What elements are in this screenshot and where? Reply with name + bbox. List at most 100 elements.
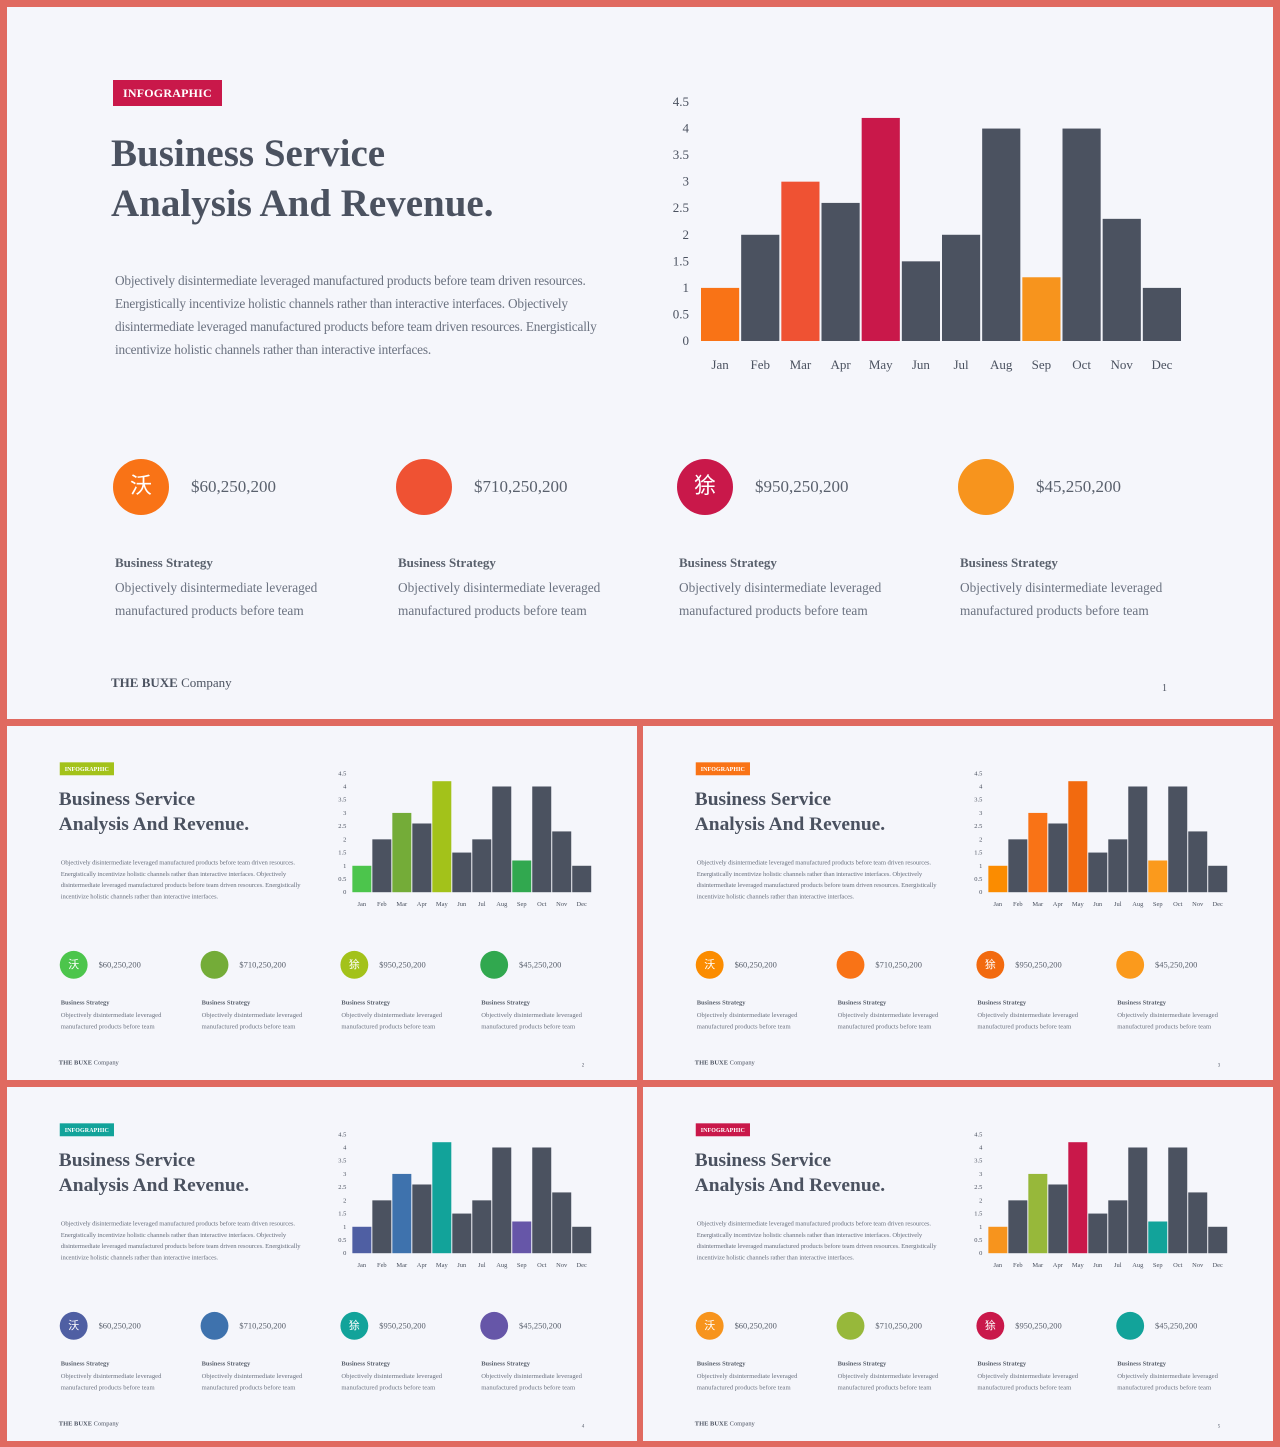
x-tick-label: Nov	[1192, 1262, 1204, 1269]
stat-circle-icon	[480, 950, 509, 979]
slide-5[interactable]: INFOGRAPHIC Business Service Analysis And …	[643, 1087, 1273, 1441]
bar-oct	[1168, 1147, 1188, 1254]
stat-block: $45,250,200 Business Strategy Objectively …	[480, 1311, 604, 1397]
stat-description: Objectively disintermediate leveraged ma…	[696, 1011, 798, 1031]
stat-amount: $45,250,200	[1155, 959, 1198, 970]
x-tick-label: Mar	[396, 901, 408, 908]
slide-2[interactable]: INFOGRAPHIC Business Service Analysis And …	[7, 726, 637, 1080]
stat-description: Objectively disintermediate leveraged ma…	[60, 1011, 162, 1031]
x-tick-label: Oct	[1173, 1262, 1183, 1269]
x-tick-label: Feb	[751, 357, 771, 372]
slide-title: Business Service Analysis And Revenue.	[695, 1148, 885, 1198]
y-tick-label: 3	[979, 1171, 982, 1178]
x-tick-label: Feb	[377, 1262, 387, 1269]
x-tick-label: Dec	[1213, 1262, 1224, 1269]
stat-circle-icon: 沃	[59, 1311, 88, 1340]
bar-may	[432, 781, 452, 893]
x-tick-label: Mar	[1032, 901, 1044, 908]
x-tick-label: Nov	[1192, 901, 1204, 908]
bar-dec	[1142, 287, 1181, 341]
stat-amount: $710,250,200	[875, 1320, 922, 1331]
y-tick-label: 1.5	[338, 850, 346, 857]
bar-sep	[1148, 860, 1168, 893]
stat-block: 沃 $60,250,200 Business Strategy Objectively…	[695, 950, 820, 1036]
bar-sep	[512, 1221, 532, 1254]
stat-title: Business Strategy	[341, 1359, 391, 1368]
infographic-tag: INFOGRAPHIC	[59, 1123, 114, 1137]
bar-jun	[901, 261, 940, 341]
slide-4[interactable]: INFOGRAPHIC Business Service Analysis And …	[7, 1087, 637, 1441]
x-tick-label: Dec	[1151, 357, 1172, 372]
x-tick-label: Jun	[1093, 1262, 1103, 1269]
intro-paragraph: Objectively disintermediate leveraged ma…	[696, 858, 937, 901]
x-tick-label: May	[869, 357, 893, 372]
x-tick-label: Feb	[1013, 1262, 1023, 1269]
y-tick-label: 2.5	[974, 1184, 982, 1191]
stat-circle-icon: 沃	[59, 950, 88, 979]
bar-jul	[1108, 1200, 1128, 1254]
x-tick-label: Aug	[1132, 1262, 1144, 1269]
brand-name-bold: THE BUXE	[58, 1058, 93, 1066]
y-tick-label: 3.5	[974, 797, 982, 804]
bar-jul	[472, 1200, 492, 1254]
slide-content: INFOGRAPHIC Business Service Analysis And …	[7, 726, 637, 1080]
stat-description: Objectively disintermediate leveraged ma…	[341, 1011, 443, 1031]
y-tick-label: 1.5	[673, 253, 689, 268]
y-tick-label: 3	[343, 1171, 346, 1178]
y-tick-label: 2	[343, 1197, 346, 1204]
stat-title: Business Strategy	[1117, 998, 1166, 1007]
y-tick-label: 0	[979, 1250, 982, 1257]
bar-aug	[1128, 1147, 1148, 1254]
slide-1[interactable]: INFOGRAPHIC Business Service Analysis And …	[7, 7, 1273, 719]
x-tick-label: Sep	[1153, 901, 1163, 908]
x-tick-label: Oct	[537, 901, 547, 908]
intro-paragraph: Objectively disintermediate leveraged ma…	[696, 1219, 937, 1262]
bar-may	[1068, 1142, 1088, 1254]
x-tick-label: Nov	[1111, 357, 1134, 372]
stat-description: Objectively disintermediate leveraged ma…	[201, 1011, 303, 1031]
stat-description: Objectively disintermediate leveraged ma…	[679, 580, 882, 618]
x-tick-label: Aug	[496, 1262, 508, 1269]
bar-chart-svg: 0 0.5 1 1.5 2 2.5 3 3.5 4 4.5 Jan Feb Mar Apr May Jun Ju…	[338, 1131, 592, 1269]
bar-feb	[1008, 839, 1028, 893]
x-tick-label: Jul	[953, 357, 969, 372]
intro-paragraph: Objectively disintermediate leveraged ma…	[60, 1219, 301, 1262]
slide-3[interactable]: INFOGRAPHIC Business Service Analysis And …	[643, 726, 1273, 1080]
page-number: 3	[1217, 1062, 1221, 1068]
stat-description: Objectively disintermediate leveraged ma…	[960, 580, 1163, 618]
stat-amount: $950,250,200	[379, 1320, 426, 1331]
bar-jan	[352, 865, 372, 893]
stat-block: $710,250,200 Business Strategy Objectively…	[200, 950, 325, 1036]
y-tick-label: 3.5	[338, 797, 346, 804]
stat-title: Business Strategy	[115, 555, 213, 570]
x-tick-label: Jun	[457, 1262, 467, 1269]
bar-jul	[472, 839, 492, 893]
y-tick-label: 4	[979, 1144, 983, 1151]
y-tick-label: 3.5	[338, 1158, 346, 1165]
stat-block: $710,250,200 Business Strategy Objectively…	[396, 459, 646, 629]
stat-title: Business Strategy	[837, 1359, 887, 1368]
x-tick-label: Sep	[1032, 357, 1052, 372]
company-brand: THE BUXE Company	[695, 1058, 755, 1066]
x-tick-label: Jun	[457, 901, 467, 908]
bar-aug	[1128, 786, 1148, 893]
x-tick-label: Apr	[417, 1262, 428, 1269]
stat-block: 沃 $60,250,200 Business Strategy Objectively…	[59, 1311, 184, 1397]
y-tick-label: 1	[343, 863, 346, 870]
brand-name-rest: Company	[177, 675, 232, 690]
bar-feb	[1008, 1200, 1028, 1254]
y-tick-label: 2.5	[974, 823, 982, 830]
company-brand: THE BUXE Company	[111, 675, 232, 691]
y-tick-label: 4.5	[338, 770, 346, 777]
bar-mar	[781, 181, 820, 341]
stat-amount: $45,250,200	[519, 959, 562, 970]
stat-circle-icon: 沃	[695, 1311, 724, 1340]
brand-name-bold: THE BUXE	[694, 1419, 729, 1427]
y-tick-label: 3.5	[673, 147, 689, 162]
bar-apr	[821, 202, 860, 341]
stat-circle-icon: 狳	[340, 1311, 369, 1340]
x-tick-label: Jan	[358, 901, 367, 908]
stat-title: Business Strategy	[60, 1359, 110, 1368]
y-tick-label: 4	[343, 783, 347, 790]
stat-circle-icon	[836, 950, 865, 979]
